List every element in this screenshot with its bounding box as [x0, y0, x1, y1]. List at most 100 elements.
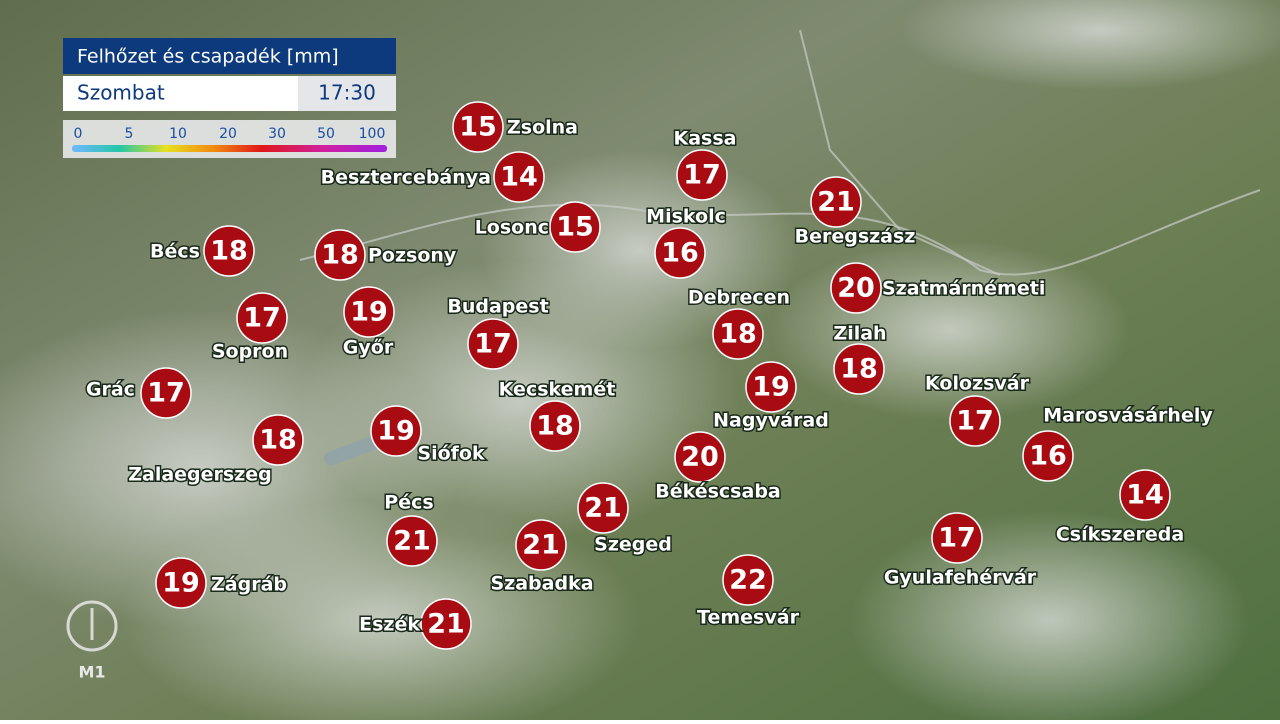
- city-marker: 20 Békéscsaba: [654, 431, 782, 504]
- temp-badge: [493, 151, 545, 203]
- day-box: [63, 76, 298, 111]
- temperature: 17: [938, 523, 976, 554]
- temp-badge: [452, 101, 504, 153]
- temp-badge: [467, 318, 519, 370]
- legend-scale: [72, 145, 387, 152]
- temperature: 19: [752, 372, 790, 403]
- temperature: 17: [683, 160, 721, 191]
- temp-badge: [830, 262, 882, 314]
- city-marker: 20 Szatmárnémeti: [830, 262, 1047, 314]
- temperature: 21: [427, 609, 465, 640]
- city-name: Pozsony: [368, 245, 457, 267]
- legend-tick: 30: [268, 126, 286, 142]
- city-marker: 18 Bécs: [149, 225, 255, 277]
- city-marker: 15 Losonc: [473, 201, 601, 253]
- legend-tick: 0: [74, 126, 83, 142]
- time-box: [298, 76, 396, 111]
- city-name: Siófok: [417, 443, 485, 465]
- city-name: Zsolna: [507, 117, 578, 139]
- temp-badge: [577, 482, 629, 534]
- temperature: 21: [393, 526, 431, 557]
- temp-badge: [654, 227, 706, 279]
- city-name: Kolozsvár: [925, 373, 1030, 395]
- city-marker: 17 Kassa: [672, 126, 738, 201]
- temperature: 14: [1126, 480, 1164, 511]
- city-name: Losonc: [475, 217, 549, 239]
- temp-badge: [252, 414, 304, 466]
- city-marker: 21 Szabadka: [489, 519, 595, 596]
- city-name: Kecskemét: [499, 379, 616, 401]
- temperature: 21: [584, 493, 622, 524]
- city-name: Győr: [343, 337, 394, 359]
- city-name: Csíkszereda: [1056, 524, 1184, 546]
- legend-tick: 10: [169, 126, 187, 142]
- city-name: Besztercebánya: [321, 167, 491, 189]
- temp-badge: [140, 367, 192, 419]
- temperature: 15: [556, 212, 594, 243]
- legend-ticks: 0 5 10 20 30 50 100: [74, 126, 386, 142]
- city-marker: 21 Eszék: [358, 598, 472, 650]
- title-bar: [63, 38, 396, 74]
- temperature: 16: [1029, 441, 1067, 472]
- temperature: 19: [350, 297, 388, 328]
- temp-badge: [515, 519, 567, 571]
- temp-badge: [343, 286, 395, 338]
- temp-badge: [314, 229, 366, 281]
- city-marker: 19 Győr: [341, 286, 395, 360]
- temperature: 19: [162, 568, 200, 599]
- temperature: 17: [956, 406, 994, 437]
- city-name: Grác: [86, 379, 135, 401]
- city-marker: 17 Sopron: [210, 292, 290, 364]
- temperature: 18: [719, 319, 757, 350]
- city-name: Debrecen: [688, 287, 790, 309]
- logo: M1: [66, 600, 118, 682]
- city-marker: 21 Szeged: [577, 482, 673, 557]
- temperature: 21: [817, 187, 855, 218]
- temp-badge: [236, 292, 288, 344]
- day: Szombat: [77, 81, 165, 105]
- city-name: Marosvásárhely: [1043, 405, 1213, 427]
- city-name: Bécs: [150, 241, 200, 263]
- temp-badge: [676, 149, 728, 201]
- temperature: 17: [147, 378, 185, 409]
- city-marker: 18 Zalaegerszeg: [127, 414, 304, 487]
- temp-badge: [810, 176, 862, 228]
- city-name: Nagyvárad: [713, 410, 829, 432]
- cities: 15 Zsolna14Besztercebánya15Losonc17Kassa1…: [84, 101, 1215, 650]
- temperature: 16: [661, 238, 699, 269]
- city-name: Zalaegerszeg: [128, 464, 272, 486]
- city-name: Szeged: [594, 534, 672, 556]
- temp-badge: [203, 225, 255, 277]
- temp-badge: [931, 512, 983, 564]
- city-marker: 16 Miskolc: [645, 204, 727, 279]
- city-name: Budapest: [447, 296, 548, 318]
- city-name: Gyulafehérvár: [884, 567, 1037, 589]
- temp-badge: [949, 395, 1001, 447]
- city-marker: 17 Budapest: [446, 294, 550, 370]
- temperature: 18: [321, 240, 359, 271]
- temperature: 15: [459, 112, 497, 143]
- city-marker: 16 Marosvásárhely: [1022, 403, 1215, 482]
- temperature: 18: [210, 236, 248, 267]
- city-marker: 19 Nagyvárad: [712, 361, 830, 433]
- temperature: 20: [681, 442, 719, 473]
- temp-badge: [549, 201, 601, 253]
- city-marker: 18 Pozsony: [314, 229, 458, 281]
- header: Felhőzet és csapadék [mm] Szombat 17:30 …: [63, 38, 396, 158]
- temperature: 18: [840, 354, 878, 385]
- city-name: Szabadka: [490, 573, 593, 595]
- border: [299, 189, 1261, 276]
- city-name: Eszék: [359, 614, 420, 636]
- city-marker: 18 Kecskemét: [497, 377, 617, 452]
- city-marker: 17 Grác: [84, 367, 192, 419]
- temp-badge: [386, 515, 438, 567]
- temp-badge: [674, 431, 726, 483]
- time: 17:30: [318, 81, 376, 105]
- city-marker: 17 Gyulafehérvár: [882, 512, 1038, 590]
- city-marker: 18 Debrecen: [686, 285, 792, 360]
- temp-badge: [529, 400, 581, 452]
- city-marker: 18 Zilah: [832, 321, 888, 395]
- temp-badge: [1119, 469, 1171, 521]
